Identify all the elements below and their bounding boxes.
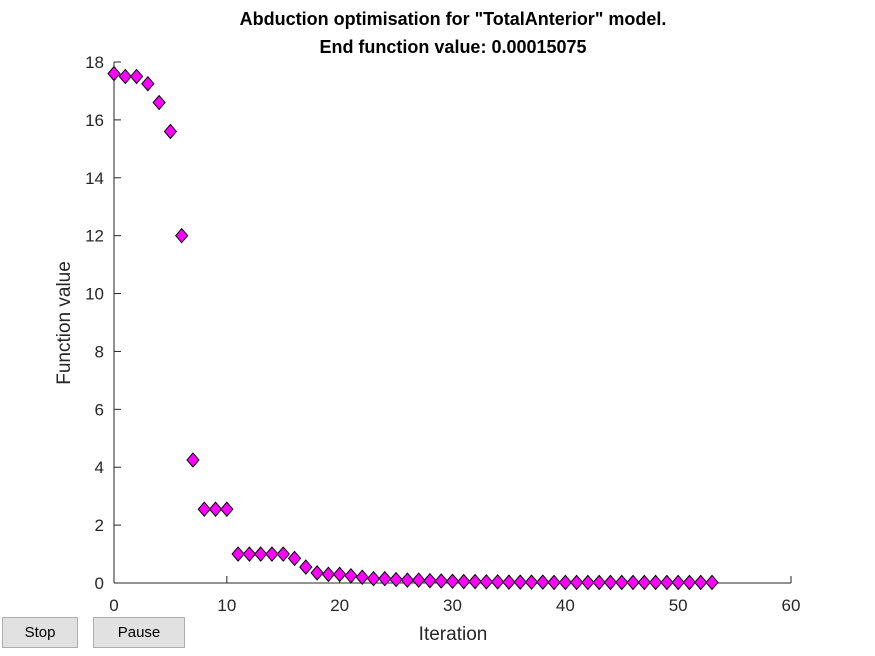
- y-tick-label: 16: [85, 111, 104, 130]
- x-tick-label: 0: [109, 596, 118, 615]
- data-point: [287, 550, 302, 567]
- data-point: [355, 569, 369, 585]
- data-point: [333, 566, 347, 583]
- y-tick-label: 8: [95, 342, 104, 361]
- y-tick-label: 2: [95, 516, 104, 535]
- data-point: [490, 574, 505, 590]
- y-tick-label: 18: [85, 53, 104, 72]
- data-point: [445, 573, 460, 590]
- data-point: [615, 574, 629, 591]
- x-tick-label: 30: [443, 596, 462, 615]
- data-point: [186, 452, 200, 468]
- data-point: [536, 574, 550, 590]
- data-point: [129, 68, 144, 85]
- data-point: [524, 574, 539, 590]
- y-tick-label: 0: [95, 574, 104, 593]
- data-point: [321, 566, 336, 583]
- data-point: [163, 123, 178, 140]
- data-point: [648, 574, 663, 591]
- data-point: [265, 546, 279, 562]
- x-tick-label: 40: [556, 596, 575, 615]
- data-point: [231, 546, 245, 562]
- data-point: [626, 574, 640, 591]
- stop-button[interactable]: Stop: [2, 617, 78, 648]
- data-point: [310, 565, 324, 581]
- data-point: [547, 574, 561, 591]
- data-point: [344, 567, 358, 584]
- data-point: [603, 574, 618, 591]
- data-point: [152, 94, 166, 111]
- data-point: [682, 574, 697, 591]
- x-axis-ticks: 0 10 20 30 40 50 60: [109, 576, 800, 615]
- data-point: [208, 501, 223, 517]
- data-point: [378, 570, 392, 587]
- y-axis-ticks: 0 2 4 6 8 10 12 14 16 18: [85, 53, 121, 593]
- data-point: [366, 570, 381, 587]
- data-point: [434, 573, 448, 589]
- data-point: [242, 546, 257, 562]
- y-tick-label: 14: [85, 169, 104, 188]
- data-point: [118, 68, 132, 85]
- data-point: [107, 65, 121, 82]
- data-point: [671, 574, 685, 591]
- data-point: [502, 574, 516, 590]
- data-point: [389, 571, 403, 588]
- data-point: [479, 574, 494, 590]
- data-point: [468, 573, 482, 590]
- data-point: [197, 501, 211, 517]
- data-point: [705, 574, 719, 591]
- data-point: [220, 501, 234, 517]
- data-point: [558, 574, 572, 591]
- data-point: [400, 572, 415, 588]
- data-point: [694, 574, 708, 591]
- pause-button[interactable]: Pause: [93, 617, 185, 648]
- chart-title: Abduction optimisation for "TotalAnterio…: [240, 9, 667, 57]
- data-point: [513, 574, 527, 590]
- data-point: [569, 574, 584, 591]
- data-point: [423, 572, 437, 589]
- data-point: [141, 75, 155, 92]
- data-point: [457, 573, 471, 590]
- y-tick-label: 4: [95, 458, 104, 477]
- data-series: [107, 65, 719, 591]
- chart-title-line-1: Abduction optimisation for "TotalAnterio…: [240, 9, 667, 29]
- chart-title-line-2: End function value: 0.00015075: [319, 37, 586, 57]
- y-tick-label: 10: [85, 285, 104, 304]
- x-tick-label: 50: [669, 596, 688, 615]
- data-point: [175, 227, 189, 244]
- data-point: [254, 546, 268, 562]
- data-point: [581, 574, 595, 591]
- y-axis-label: Function value: [54, 261, 75, 385]
- x-tick-label: 60: [782, 596, 801, 615]
- x-tick-label: 20: [330, 596, 349, 615]
- x-tick-label: 10: [217, 596, 236, 615]
- data-point: [592, 574, 606, 591]
- data-point: [276, 546, 290, 562]
- data-point: [660, 574, 674, 591]
- x-axis-label: Iteration: [419, 624, 488, 645]
- data-point: [411, 572, 426, 588]
- y-tick-label: 6: [95, 400, 104, 419]
- data-point: [637, 574, 651, 591]
- y-tick-label: 12: [85, 227, 104, 246]
- data-point: [299, 559, 313, 575]
